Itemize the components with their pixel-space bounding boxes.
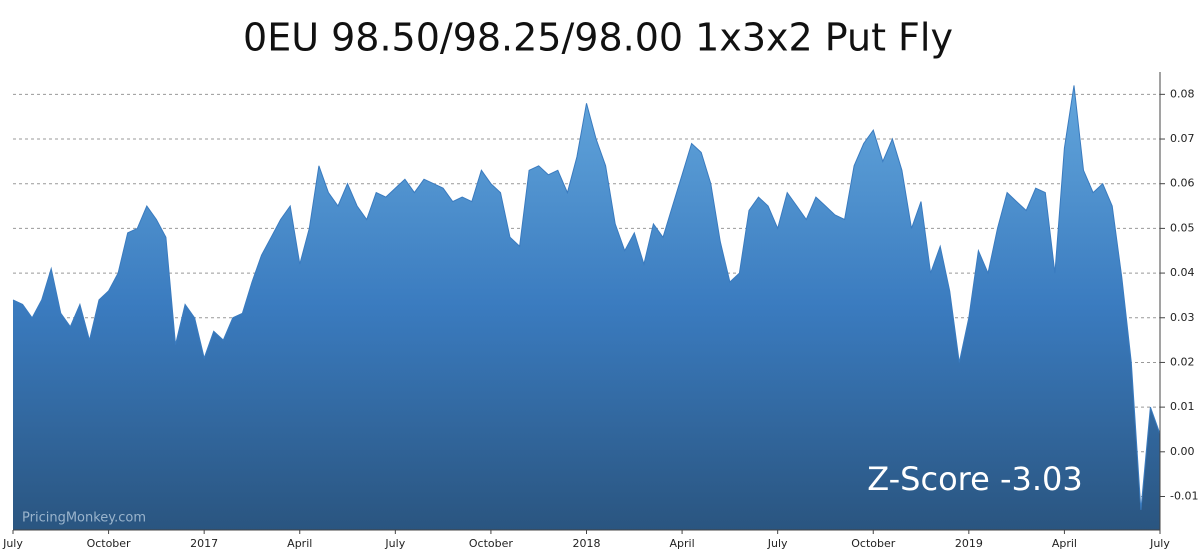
y-tick-label: 0.06 (1170, 177, 1195, 190)
x-tick-label: July (384, 537, 405, 550)
x-tick-label: 2019 (955, 537, 983, 550)
x-tick-label: April (1052, 537, 1077, 550)
y-tick-label: 0.04 (1170, 266, 1195, 279)
annotation: Z-Score -3.03 (867, 460, 1083, 498)
y-tick-label: 0.03 (1170, 311, 1195, 324)
line (12, 85, 1161, 510)
x-tick-label: 2017 (190, 537, 218, 550)
y-tick-label: -0.01 (1170, 489, 1198, 502)
x-tick-label: 2018 (573, 537, 601, 550)
y-tick-label: 0.07 (1170, 132, 1195, 145)
x-tick-label: July (2, 537, 23, 550)
y-tick-label: 0.00 (1170, 445, 1195, 458)
area (13, 85, 1160, 531)
x-tick-label: April (287, 537, 312, 550)
x-tick-label: July (1149, 537, 1170, 550)
x-tick-label: October (87, 537, 131, 550)
chart-title: 0EU 98.50/98.25/98.00 1x3x2 Put Fly (243, 16, 953, 60)
watermark: PricingMonkey.com (22, 511, 146, 526)
y-tick-label: 0.05 (1170, 221, 1195, 234)
y-tick-label: 0.08 (1170, 87, 1195, 100)
y-tick-label: 0.02 (1170, 355, 1195, 368)
y-tick-label: 0.01 (1170, 400, 1195, 413)
x-tick-label: April (670, 537, 695, 550)
x-tick-label: October (851, 537, 895, 550)
x-tick-label: October (469, 537, 513, 550)
x-tick-label: July (767, 537, 788, 550)
